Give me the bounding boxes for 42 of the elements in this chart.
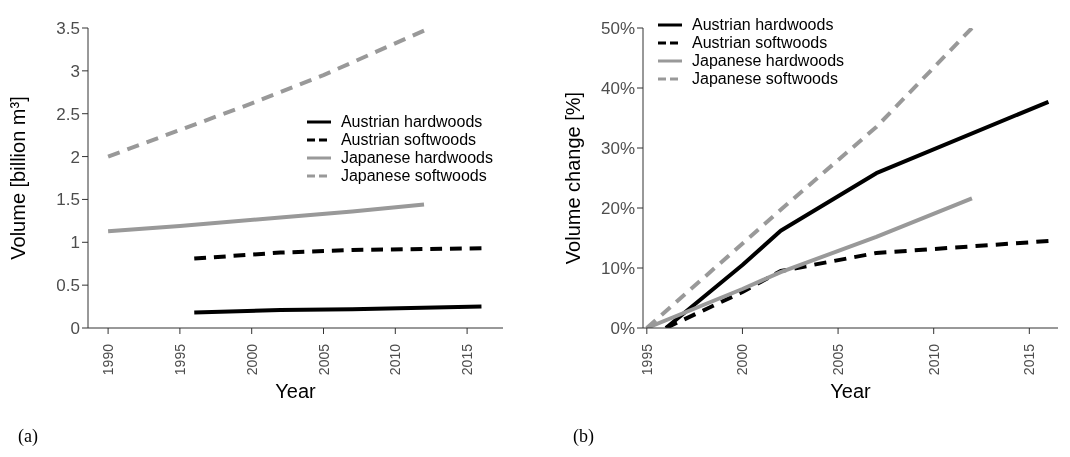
x-tick-label: 2015 (459, 343, 476, 376)
x-tick-label: 2010 (925, 343, 942, 376)
x-tick-label: 2000 (734, 343, 751, 376)
legend-label: Austrian softwoods (692, 34, 828, 52)
text: (a) (18, 426, 38, 447)
x-tick-label: 2010 (387, 343, 404, 376)
legend-label: Japanese softwoods (340, 167, 487, 185)
x-tick-label: 2000 (243, 343, 260, 376)
legend-label: Japanese softwoods (692, 70, 838, 88)
y-tick-label: 2 (70, 147, 80, 167)
y-tick-label: 0.5 (56, 276, 80, 296)
line-series (192, 246, 484, 261)
y-tick-label: 3 (70, 61, 80, 81)
y-axis-title: Volume change [%] (562, 91, 585, 265)
legend-label: Japanese hardwoods (340, 149, 493, 167)
legend-label: Austrian hardwoods (340, 113, 483, 131)
y-tick-label: 1 (70, 233, 80, 253)
y-tick-label: 10% (600, 259, 635, 278)
y-tick-label: 30% (600, 139, 635, 158)
x-tick-label: 1990 (100, 343, 117, 376)
x-tick-label: 1995 (638, 343, 655, 376)
legend-label: Austrian hardwoods (692, 16, 834, 34)
x-tick-label: 2005 (830, 343, 847, 376)
legend-label: Japanese hardwoods (692, 52, 845, 70)
x-tick-label: 2005 (315, 343, 332, 376)
y-tick-label: 2.5 (56, 104, 80, 124)
y-tick-label: 20% (600, 199, 635, 218)
text: (b) (573, 426, 594, 447)
line-series (192, 304, 484, 315)
line-series (106, 202, 427, 234)
y-tick-label: 0 (70, 319, 80, 338)
x-axis-title: Year (830, 380, 872, 402)
y-tick-label: 1.5 (56, 190, 80, 210)
y-tick-label: 40% (600, 79, 635, 98)
legend-label: Austrian softwoods (340, 131, 477, 149)
y-tick-label: 50% (600, 19, 635, 38)
x-axis-title: Year (275, 380, 317, 402)
x-tick-label: 1995 (171, 343, 188, 376)
y-tick-label: 3.5 (56, 19, 80, 38)
y-axis-title: Volume [billion m³] (7, 96, 30, 260)
x-tick-label: 2015 (1021, 343, 1038, 376)
y-tick-label: 0% (610, 319, 635, 338)
